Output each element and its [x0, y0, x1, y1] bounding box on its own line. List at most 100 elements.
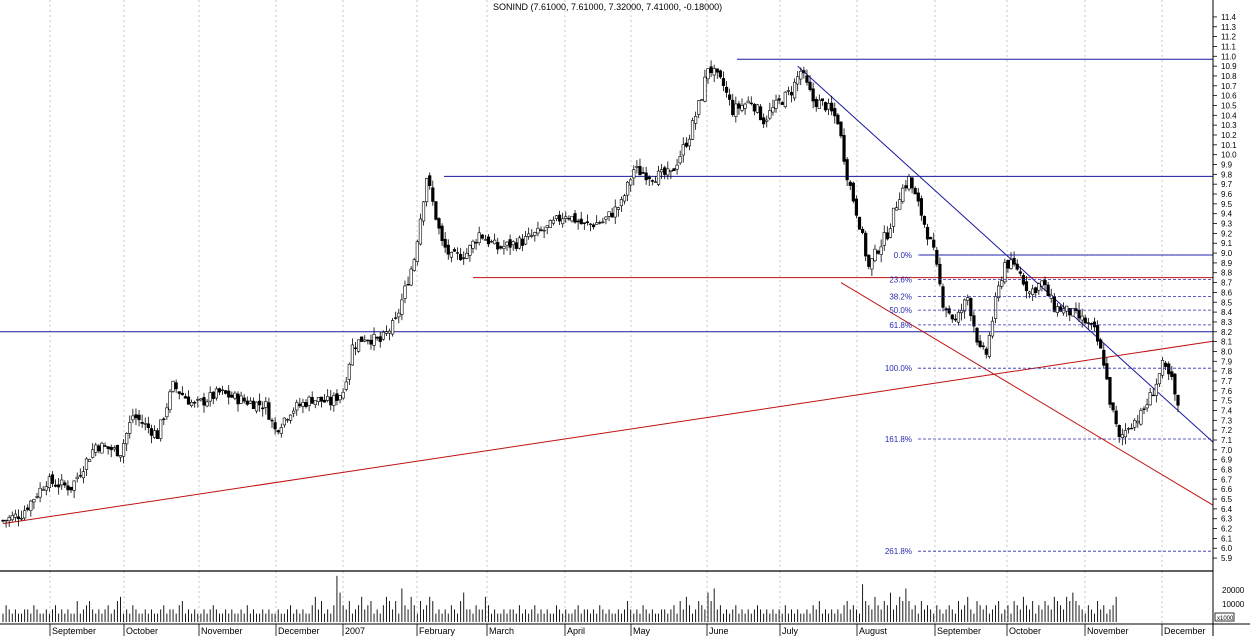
candle — [35, 492, 39, 499]
fibonacci-label: 38.2% — [889, 292, 912, 301]
candle — [610, 207, 614, 218]
candle — [876, 249, 880, 255]
candle — [888, 223, 893, 239]
month-label: 2007 — [345, 626, 365, 636]
price-tick-label: 10.5 — [1221, 101, 1237, 110]
volume-unit-label: x1000 — [1217, 616, 1234, 622]
candle — [542, 226, 546, 239]
candle — [805, 69, 809, 86]
month-label: September — [52, 626, 96, 636]
candle — [341, 388, 345, 400]
month-label: November — [201, 626, 243, 636]
price-tick-label: 11.3 — [1221, 23, 1237, 32]
candle — [245, 396, 249, 407]
candle — [527, 227, 531, 240]
candle — [128, 415, 132, 439]
candle — [755, 103, 760, 114]
price-tick-label: 6.4 — [1221, 505, 1233, 514]
candle — [471, 239, 475, 254]
candle — [230, 391, 234, 398]
price-tick-label: 7.7 — [1221, 377, 1233, 386]
candle — [1077, 302, 1081, 323]
candle — [57, 478, 61, 495]
candle — [443, 232, 447, 253]
candle — [1117, 424, 1121, 443]
price-tick-label: 10.4 — [1221, 111, 1237, 120]
candle — [1130, 423, 1134, 430]
candle — [251, 397, 256, 409]
candle — [211, 391, 215, 405]
month-label: October — [126, 626, 158, 636]
candle — [248, 397, 252, 405]
candle — [372, 327, 376, 351]
candle — [641, 167, 645, 174]
candle — [579, 211, 583, 225]
candle — [165, 403, 169, 420]
candle — [959, 303, 964, 321]
candle — [938, 257, 942, 287]
candle — [907, 173, 911, 192]
candle — [972, 311, 976, 333]
candle — [468, 244, 472, 262]
candle — [180, 386, 184, 396]
candle — [53, 479, 58, 488]
candle — [530, 229, 534, 239]
candle — [1154, 378, 1158, 403]
price-tick-label: 11.2 — [1221, 33, 1237, 42]
candle — [864, 230, 868, 262]
candle — [118, 455, 123, 462]
candle — [78, 468, 82, 478]
candle — [582, 222, 586, 230]
candle — [613, 199, 617, 224]
price-tick-label: 10.8 — [1221, 72, 1237, 81]
candle — [690, 117, 695, 141]
price-tick-label: 8.6 — [1221, 288, 1233, 297]
price-tick-label: 9.6 — [1221, 190, 1233, 199]
candle — [721, 71, 726, 92]
candle — [499, 245, 503, 250]
price-tick-label: 6.3 — [1221, 515, 1233, 524]
candle — [1111, 402, 1115, 413]
candle — [431, 180, 435, 206]
volume-axis: 20000 10000 x1000 — [1214, 586, 1245, 622]
candle — [1049, 288, 1053, 303]
price-tick-label: 8.3 — [1221, 318, 1233, 327]
candle — [916, 187, 920, 207]
candle — [13, 509, 17, 522]
candle — [1089, 322, 1094, 330]
fibonacci-label: 161.8% — [885, 435, 912, 444]
candle — [440, 223, 444, 246]
price-tick-label: 6.0 — [1221, 544, 1233, 553]
candle — [446, 239, 450, 260]
candle — [768, 102, 772, 121]
candle — [437, 216, 441, 235]
candle — [511, 240, 515, 251]
candle — [143, 417, 147, 431]
candle — [1151, 388, 1155, 397]
candle — [480, 234, 484, 240]
candle — [168, 389, 172, 414]
candle — [1040, 279, 1044, 292]
candle — [758, 104, 763, 121]
candle — [1000, 276, 1004, 290]
candle — [588, 223, 593, 232]
candle — [1046, 281, 1050, 297]
candle — [1167, 361, 1171, 380]
candle — [1133, 418, 1137, 431]
candle — [100, 441, 104, 454]
trendline — [2, 340, 1214, 525]
candle — [867, 254, 871, 270]
candle — [1037, 282, 1041, 296]
candle — [227, 385, 231, 405]
candle — [848, 180, 852, 191]
candle — [489, 239, 494, 243]
candle — [258, 393, 262, 412]
candle — [214, 386, 218, 401]
candle — [152, 425, 157, 439]
candle — [826, 98, 831, 116]
candle — [539, 226, 543, 232]
candle — [1071, 308, 1075, 317]
candle — [81, 466, 85, 484]
price-tick-label: 6.8 — [1221, 466, 1233, 475]
candle — [638, 158, 642, 176]
